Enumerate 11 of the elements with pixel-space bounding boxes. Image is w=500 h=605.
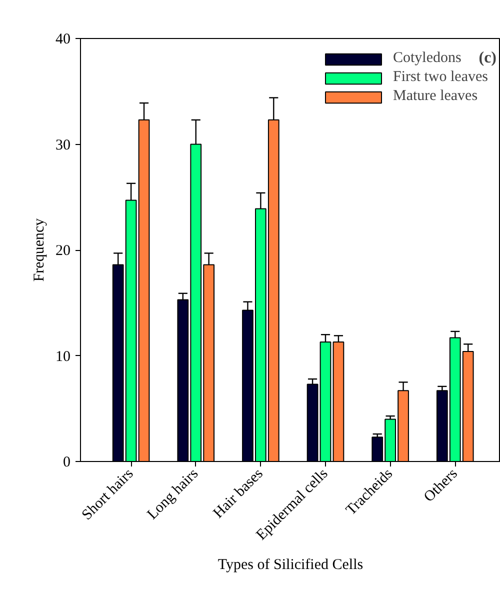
y-tick-label: 40: [56, 32, 70, 48]
legend-label: First two leaves: [393, 69, 488, 86]
x-axis-title: Types of Silicified Cells: [218, 557, 364, 574]
y-tick-label: 20: [56, 243, 70, 259]
y-tick-label: 0: [63, 454, 70, 470]
y-tick-label: 30: [56, 137, 70, 154]
legend-label: Mature leaves: [393, 88, 478, 105]
y-tick-label: 10: [56, 348, 70, 365]
y-axis-title: Frequency: [32, 218, 48, 282]
legend-label: Cotyledons: [393, 50, 462, 67]
annotation: (c): [478, 50, 497, 66]
